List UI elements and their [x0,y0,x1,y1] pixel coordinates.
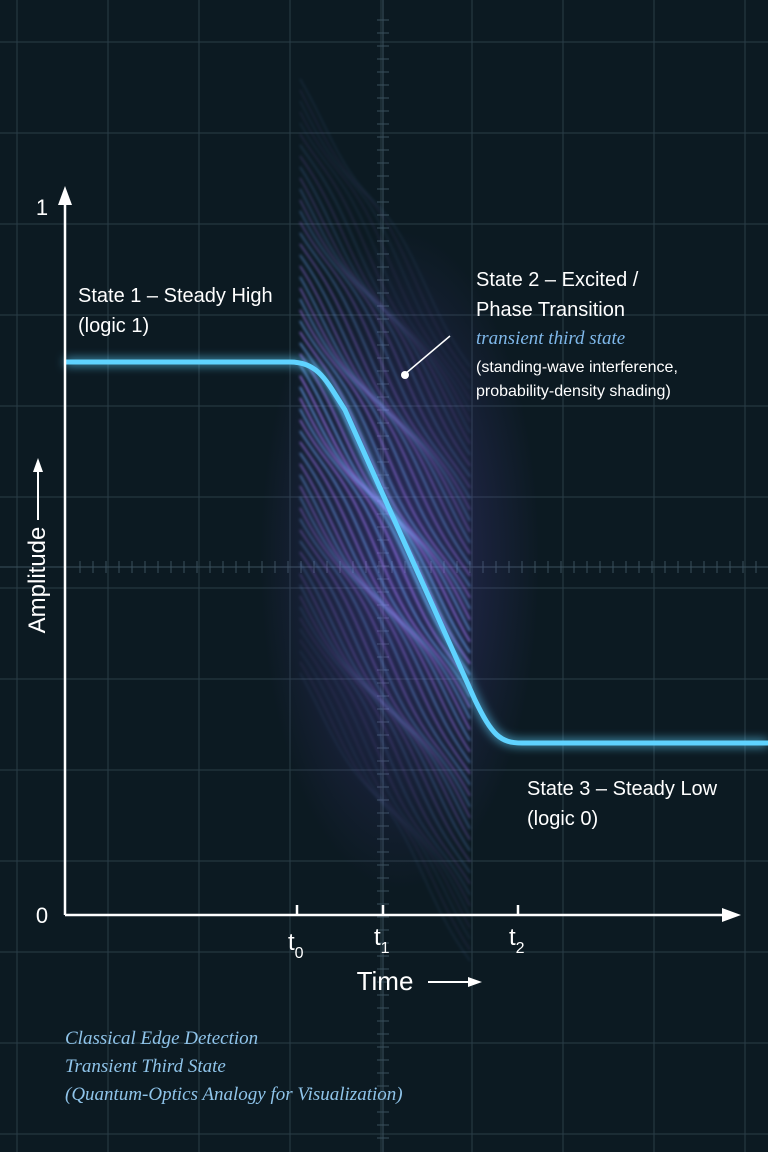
wave [299,639,471,929]
wave [299,408,471,698]
wave [299,287,471,577]
tick-base: t [509,924,516,951]
axes [58,186,741,922]
annotation-note: (standing-wave interference, [476,359,678,376]
annotation-line: (logic 1) [78,315,149,337]
wave [299,265,471,555]
wave [299,485,471,775]
tick-base: t [288,929,295,956]
wave [299,276,471,566]
wave [299,540,471,830]
tick-base: t [374,924,381,951]
wave [299,562,471,852]
wave [299,309,471,599]
y-top-label: 1 [36,195,48,220]
wave [299,122,471,412]
wave [299,100,471,390]
wave [299,606,471,896]
wave [299,254,471,544]
x-axis-label: Time [357,966,414,996]
wave [299,507,471,797]
interference-waves [299,78,471,962]
haze [260,230,540,890]
tick-sub: 1 [381,940,390,957]
wave [299,320,471,610]
wave [299,78,471,368]
wave [299,243,471,533]
caption-line: Classical Edge Detection [65,1028,258,1049]
annotation-emphasis: transient third state [476,328,625,349]
wave [299,573,471,863]
wave [299,166,471,456]
annotation-line: Phase Transition [476,299,625,321]
wave [299,595,471,885]
wave [299,188,471,478]
wave [299,221,471,511]
wave [299,628,471,918]
x-tick-label: t1 [374,924,390,957]
pointer-line [404,335,451,375]
wave [299,430,471,720]
wave [299,331,471,621]
tick-sub: 0 [295,945,304,962]
wave [299,661,471,951]
tick-sub: 2 [516,940,525,957]
x-arrow [722,908,741,922]
wave [299,298,471,588]
annotation-note: probability-density shading) [476,383,671,400]
wave [299,353,471,643]
y-arrow [58,186,72,205]
caption-line: Transient Third State [65,1056,226,1077]
y-axis-label: Amplitude [24,527,51,634]
wave [299,474,471,764]
wave [299,386,471,676]
wave [299,232,471,522]
wave [299,452,471,742]
wave [299,441,471,731]
wave [299,518,471,808]
wave [299,144,471,434]
x-tick-label: t0 [288,929,304,962]
wave [299,155,471,445]
wave [299,419,471,709]
x-tick-label: t2 [509,924,525,957]
wave [299,364,471,654]
wave [299,463,471,753]
wave [299,375,471,665]
signal-curve [65,359,768,746]
y-bottom-label: 0 [36,903,48,928]
wave [299,89,471,379]
pointer-dot [401,371,409,379]
wave [299,650,471,940]
wave [299,617,471,907]
x-ticks: t0 t1 t2 [288,924,525,962]
wave [299,584,471,874]
wave [299,199,471,489]
wave [299,177,471,467]
wave [299,133,471,423]
annotation-line: State 2 – Excited / [476,269,639,291]
wave [299,210,471,500]
annotation-line: (logic 0) [527,808,598,830]
wave [299,529,471,819]
wave [299,496,471,786]
y-label-arrowhead [33,458,43,472]
wave [299,551,471,841]
annotation-line: State 1 – Steady High [78,285,273,307]
x-label-arrowhead [468,977,482,987]
wave [299,397,471,687]
wave [299,111,471,401]
caption-line: (Quantum-Optics Analogy for Visualizatio… [65,1084,403,1105]
annotation-line: State 3 – Steady Low [527,778,718,800]
